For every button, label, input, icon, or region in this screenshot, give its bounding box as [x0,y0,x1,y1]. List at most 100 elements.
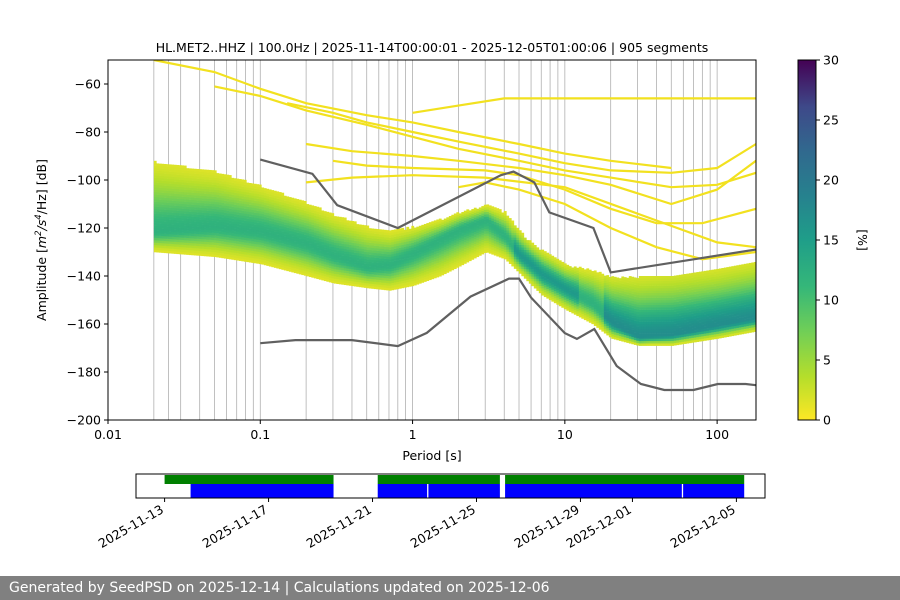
psd-cell [236,195,240,199]
psd-cell [383,251,387,255]
psd-cell [546,252,550,256]
psd-cell [321,253,325,257]
psd-cell [476,254,480,258]
psd-cell [528,273,532,277]
psd-cell [456,226,460,230]
psd-cell [158,242,162,246]
psd-cell [168,205,172,208]
psd-cell [341,245,345,249]
psd-cell [188,185,192,188]
psd-cell [406,262,410,266]
psd-cell [191,214,195,217]
psd-cell [306,204,310,207]
psd-cell [463,251,467,255]
psd-cell [521,273,525,277]
psd-cell [408,269,412,273]
psd-cell [616,327,620,331]
psd-cell [163,185,167,189]
psd-cell [541,292,545,296]
psd-cell [228,251,232,255]
psd-cell [253,193,257,197]
psd-cell [298,240,302,244]
psd-cell [466,223,470,227]
psd-cell [163,180,167,184]
psd-cell [453,263,457,267]
psd-cell [278,235,282,238]
psd-cell [213,170,217,174]
psd-cell [543,255,547,259]
psd-cell [371,274,375,277]
psd-cell [161,230,165,234]
psd-cell [173,241,177,245]
psd-cell [206,232,210,235]
psd-cell [426,263,430,267]
psd-cell [448,261,452,265]
psd-cell [386,251,390,255]
psd-cell [246,211,250,215]
psd-cell [368,237,372,241]
psd-cell [296,230,300,233]
psd-cell [401,259,405,262]
psd-cell [543,270,547,274]
psd-cell [611,283,615,287]
psd-cell [518,263,522,267]
psd-cell [208,213,212,216]
psd-cell [286,254,290,257]
psd-cell [493,212,497,215]
psd-cell [168,202,172,206]
psd-cell [391,265,395,269]
psd-cell [593,308,597,312]
psd-cell [226,227,230,231]
psd-cell [411,233,415,236]
psd-cell [451,214,455,218]
psd-cell [328,248,332,252]
psd-cell [371,228,375,232]
psd-cell [201,207,205,211]
psd-cell [396,264,400,268]
psd-cell [181,234,185,238]
psd-cell [191,242,195,246]
psd-cell [456,224,460,227]
psd-cell [521,251,525,255]
psd-cell [303,203,307,207]
psd-cell [166,195,170,199]
psd-cell [576,282,580,285]
psd-cell [286,258,290,262]
psd-cell [458,218,462,221]
psd-cell [548,271,552,274]
psd-cell [553,281,557,284]
psd-cell [171,250,175,254]
psd-cell [441,265,445,269]
psd-cell [508,225,512,228]
psd-cell [231,218,235,222]
psd-cell [533,252,537,255]
psd-cell [578,293,582,296]
psd-cell [463,253,467,257]
psd-cell [431,240,435,244]
psd-cell [268,235,272,238]
psd-cell [186,211,190,215]
psd-cell [238,200,242,204]
psd-cell [191,226,195,229]
psd-cell [453,266,457,270]
psd-cell [566,288,570,292]
psd-cell [421,263,425,266]
psd-cell [266,227,270,230]
psd-cell [573,292,577,296]
psd-cell [591,299,595,303]
psd-cell [408,228,412,232]
psd-cell [361,260,365,264]
psd-cell [216,187,220,191]
psd-cell [616,323,620,326]
psd-cell [233,178,237,181]
psd-cell [568,309,572,313]
psd-cell [441,255,445,259]
psd-cell [258,196,262,200]
psd-cell [173,176,177,180]
psd-cell [526,266,530,270]
psd-cell [386,244,390,248]
psd-cell [373,228,377,232]
psd-cell [266,234,270,238]
psd-cell [543,277,547,281]
psd-cell [321,275,325,278]
